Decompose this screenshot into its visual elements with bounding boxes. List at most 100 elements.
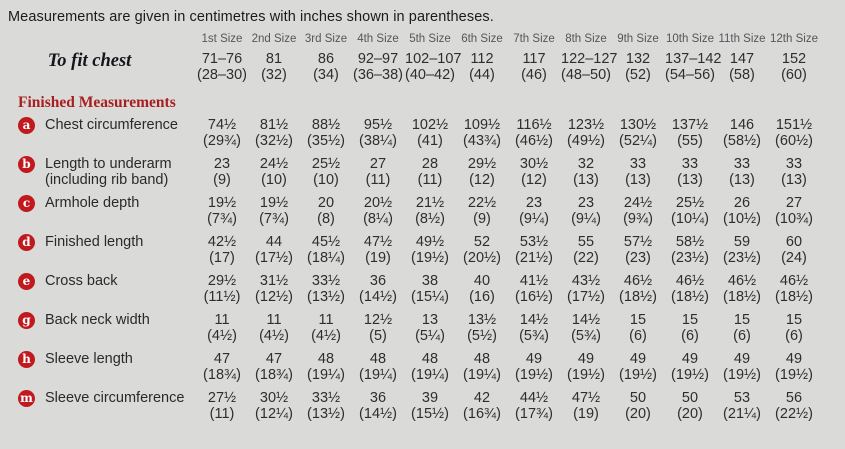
measurement-value-in: (19½): [515, 367, 553, 383]
section-heading: Finished Measurements: [18, 94, 176, 111]
measurement-label-cell: e Cross back: [0, 266, 196, 305]
measurement-value-in: (10): [313, 172, 339, 188]
measurement-value: 23 (9): [196, 149, 248, 188]
measurement-value-cm: 14½: [519, 312, 549, 328]
measurement-value: 33 (13): [716, 149, 768, 188]
measurement-value-in: (4½): [207, 328, 237, 344]
measurement-value-in: (17): [209, 250, 235, 266]
measurement-label: Finished length: [45, 235, 143, 250]
measurement-value: 48 (19¼): [404, 344, 456, 383]
measurement-value: 46½ (18½): [716, 266, 768, 305]
measurement-value: 25½ (10): [300, 149, 352, 188]
measurement-value: 49 (19½): [716, 344, 768, 383]
measurement-value: 38 (15¼): [404, 266, 456, 305]
to-fit-chest-value: 112 (44): [456, 45, 508, 83]
bullet-g-icon: g: [18, 312, 35, 329]
measurement-value-in: (13): [729, 172, 755, 188]
measurement-value-cm: 11: [214, 312, 230, 328]
measurement-value-in: (18½): [723, 289, 761, 305]
measurement-value-cm: 40: [473, 273, 491, 289]
measurement-value-cm: 22½: [467, 195, 497, 211]
measurement-value-cm: 20½: [363, 195, 393, 211]
to-fit-chest-value-in: (36–38): [353, 67, 403, 83]
measurement-value-in: (19¼): [411, 367, 449, 383]
measurement-value: 56 (22½): [768, 383, 820, 422]
measurement-value-in: (49½): [567, 133, 605, 149]
measurement-value-in: (38¼): [359, 133, 397, 149]
measurement-value-in: (5¼): [415, 328, 445, 344]
measurement-value-cm: 11: [318, 312, 334, 328]
measurement-value-in: (23½): [671, 250, 709, 266]
measurement-value-cm: 15: [785, 312, 803, 328]
to-fit-chest-value-cm: 122–127: [561, 51, 618, 67]
measurement-value: 109½ (43¾): [456, 110, 508, 149]
measurement-value-cm: 33½: [311, 390, 341, 406]
measurement-value-cm: 29½: [207, 273, 237, 289]
measurement-value-in: (12): [521, 172, 547, 188]
measurement-value-in: (13½): [307, 406, 345, 422]
to-fit-chest-value-cm: 132: [625, 51, 651, 67]
measurement-value-cm: 24½: [623, 195, 653, 211]
to-fit-chest-value-in: (60): [781, 67, 807, 83]
measurement-value: 40 (16): [456, 266, 508, 305]
measurement-value: 49 (19½): [664, 344, 716, 383]
measurement-value: 48 (19¼): [352, 344, 404, 383]
measurement-value-in: (6): [629, 328, 647, 344]
measurement-value-in: (16¾): [463, 406, 501, 422]
measurement-value-cm: 29½: [467, 156, 497, 172]
to-fit-chest-value: 132 (52): [612, 45, 664, 83]
measurement-value-cm: 49: [525, 351, 543, 367]
measurement-value-cm: 32: [577, 156, 595, 172]
measurement-value-in: (11): [365, 172, 391, 188]
measurement-value-in: (17½): [255, 250, 293, 266]
to-fit-chest-value-cm: 152: [781, 51, 807, 67]
measurement-value-cm: 14½: [571, 312, 601, 328]
measurement-value-cm: 74½: [207, 117, 237, 133]
measurement-value-cm: 48: [317, 351, 335, 367]
measurement-label-line2: (including rib band): [45, 172, 169, 188]
measurement-value: 49 (19½): [508, 344, 560, 383]
measurement-value-in: (5½): [467, 328, 497, 344]
size-header-10: 10th Size: [666, 33, 714, 45]
measurement-label-wrap: h Sleeve length: [18, 351, 196, 368]
measurement-value: 11 (4½): [248, 305, 300, 344]
measurement-value-in: (24): [781, 250, 807, 266]
measurement-value-in: (6): [733, 328, 751, 344]
to-fit-chest-value: 122–127 (48–50): [560, 45, 618, 83]
measurement-value-cm: 48: [473, 351, 491, 367]
measurement-value: 15 (6): [768, 305, 820, 344]
to-fit-chest-value: 92–97 (36–38): [352, 45, 404, 83]
measurement-value: 36 (14½): [352, 266, 404, 305]
measurement-label-wrap: b Length to underarm (including rib band): [18, 156, 196, 188]
measurement-label-wrap: d Finished length: [18, 234, 196, 251]
measurement-value-in: (16): [469, 289, 495, 305]
measurement-value: 33½ (13½): [300, 383, 352, 422]
bullet-a-icon: a: [18, 117, 35, 134]
measurement-value-in: (19½): [775, 367, 813, 383]
measurement-value: 13½ (5½): [456, 305, 508, 344]
measurement-value: 50 (20): [664, 383, 716, 422]
measurement-value: 47½ (19): [352, 227, 404, 266]
measurement-value: 15 (6): [612, 305, 664, 344]
measurement-value: 27 (10¾): [768, 188, 820, 227]
measurement-label: Chest circumference: [45, 118, 178, 133]
measurement-label-wrap: e Cross back: [18, 273, 196, 290]
measurement-value-in: (20): [625, 406, 651, 422]
to-fit-chest-value-cm: 102–107: [405, 51, 462, 67]
measurement-value-cm: 13: [421, 312, 439, 328]
measurement-value-cm: 33: [785, 156, 803, 172]
measurement-value-cm: 23: [577, 195, 595, 211]
measurement-value: 45½ (18¼): [300, 227, 352, 266]
to-fit-chest-value: 147 (58): [716, 45, 768, 83]
measurement-value-in: (9): [473, 211, 491, 227]
measurement-label-line1: Sleeve length: [45, 351, 133, 367]
measurement-value-in: (20): [677, 406, 703, 422]
measurement-value: 24½ (9¾): [612, 188, 664, 227]
measurement-value-cm: 123½: [567, 117, 605, 133]
measurement-value-cm: 26: [733, 195, 751, 211]
measurement-value-cm: 27: [785, 195, 803, 211]
measurement-value-in: (58½): [723, 133, 761, 149]
measurement-value-cm: 47½: [571, 390, 601, 406]
measurement-value-in: (13): [781, 172, 807, 188]
